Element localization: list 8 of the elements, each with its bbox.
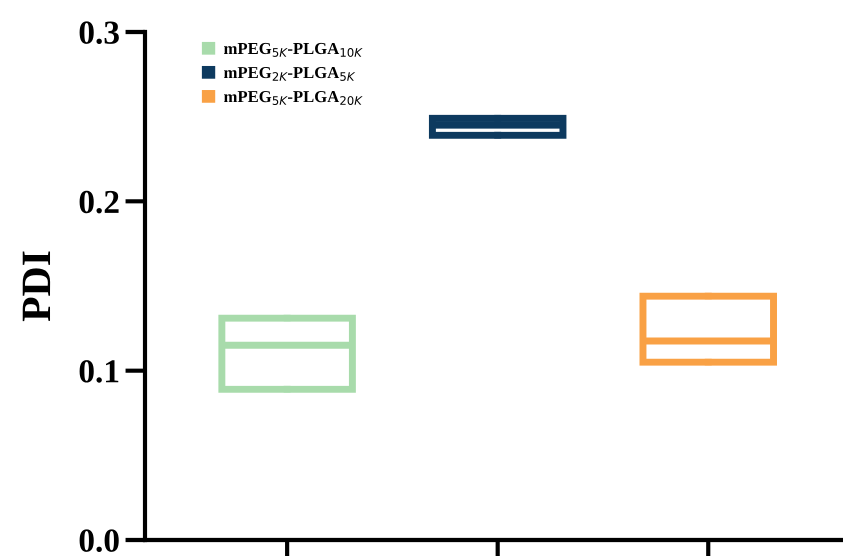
y-tick-label: 0.3: [80, 21, 119, 44]
legend-label: mPEG$_{5K}$-PLGA$_{20K}$: [224, 91, 363, 105]
y-axis-title: PDI: [22, 252, 50, 322]
y-tick-label: 0.2: [80, 190, 119, 214]
legend-label: mPEG$_{5K}$-PLGA$_{10K}$: [224, 42, 363, 57]
y-tick-label: 0.0: [80, 529, 119, 552]
y-tick-label: 0.1: [80, 360, 118, 383]
legend-label: mPEG$_{2K}$-PLGA$_{5K}$: [224, 66, 356, 81]
